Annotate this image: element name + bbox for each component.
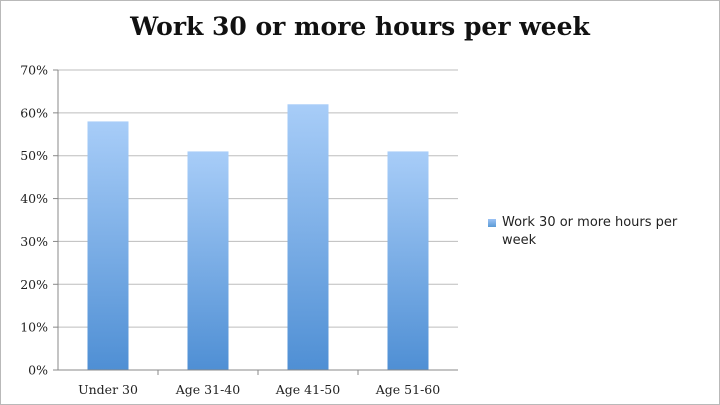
x-tick-label: Under 30 (78, 382, 138, 397)
y-tick-label: 20% (20, 277, 48, 292)
x-tick-label: Age 31-40 (175, 382, 240, 397)
axes (53, 69, 458, 375)
y-tick-label: 50% (20, 148, 48, 163)
y-tick-label: 70% (20, 63, 48, 78)
y-tick-label: 30% (20, 234, 48, 249)
chart-title: Work 30 or more hours per week (130, 12, 590, 41)
bar (387, 151, 429, 370)
x-tick-label: Age 41-50 (275, 382, 340, 397)
bar (287, 104, 329, 371)
y-tick-label: 60% (20, 105, 48, 120)
legend: Work 30 or more hours per week (488, 214, 708, 250)
bars (87, 104, 429, 371)
bar (87, 121, 129, 370)
legend-swatch (488, 219, 496, 227)
y-tick-label: 0% (28, 363, 48, 378)
y-tick-label: 10% (20, 320, 48, 335)
tick-labels: 0% 10% 20% 30% 40% 50% 60% 70% Under 30 Age 31-40… (20, 63, 440, 398)
y-tick-label: 40% (20, 191, 48, 206)
bar (187, 151, 229, 370)
legend-label: Work 30 or more hours per week (502, 215, 678, 248)
x-tick-label: Age 51-60 (375, 382, 440, 397)
